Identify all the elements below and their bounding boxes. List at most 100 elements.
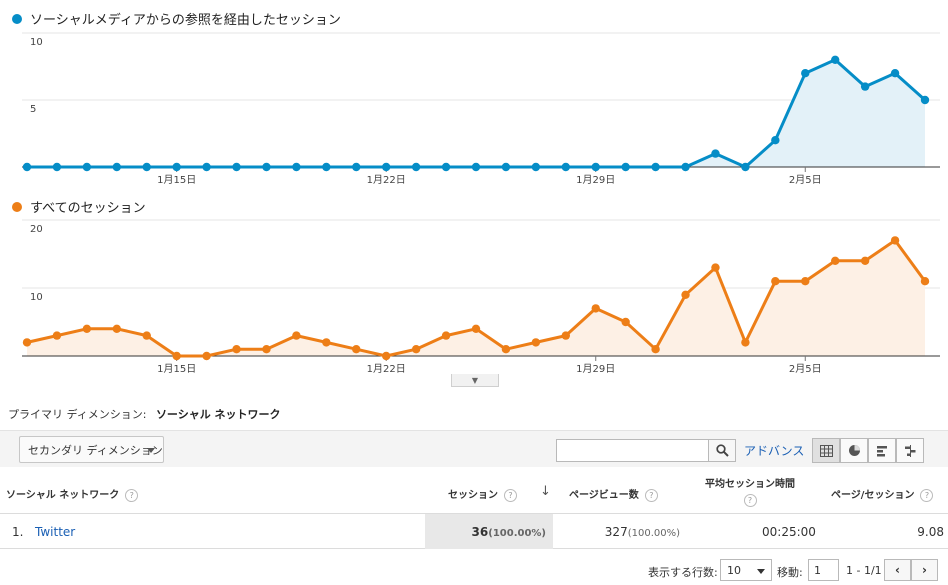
social-data-point	[561, 162, 570, 172]
caret-down-icon	[757, 569, 765, 574]
column-header-network[interactable]: ソーシャル ネットワーク?	[6, 486, 139, 502]
social-data-point	[681, 162, 690, 172]
bar-chart-icon	[876, 445, 887, 456]
x-tick-label: 2月5日	[789, 363, 822, 375]
all-data-point	[681, 290, 690, 299]
goto-page-input[interactable]: 1	[808, 559, 839, 581]
goto-page-value: 1	[814, 563, 821, 577]
column-header-pageviews[interactable]: ページビュー数?	[569, 486, 658, 502]
social-data-point	[382, 162, 391, 172]
comparison-view-button[interactable]	[896, 438, 924, 463]
primary-dimension-label: プライマリ ディメンション:	[8, 408, 147, 421]
help-icon[interactable]: ?	[504, 488, 517, 502]
x-tick-label: 1月15日	[157, 363, 196, 375]
table-row: 1. Twitter 36(100.00%) 327(100.00%) 00:2…	[0, 514, 948, 549]
table-view-button[interactable]	[812, 438, 840, 463]
all-data-point	[651, 345, 660, 354]
column-header-sessions[interactable]: セッション?	[448, 486, 517, 502]
column-header-pages-per-session[interactable]: ページ/セッション?	[831, 486, 934, 502]
all-data-point	[142, 331, 151, 340]
row-sessions-pct: (100.00%)	[488, 528, 546, 539]
social-data-point	[232, 162, 241, 172]
column-header-network-label: ソーシャル ネットワーク	[6, 490, 120, 501]
table-toolbar: セカンダリ ディメンション アドバンス	[0, 430, 948, 467]
social-data-point	[292, 162, 301, 172]
social-data-point	[860, 82, 870, 91]
all-data-point	[232, 345, 241, 354]
social-data-point	[112, 162, 122, 172]
social-data-point	[711, 149, 720, 158]
all-data-point	[860, 256, 870, 265]
help-icon[interactable]: ?	[125, 488, 139, 502]
column-header-pages-per-session-label: ページ/セッション	[831, 490, 915, 501]
help-icon[interactable]: ?	[920, 488, 934, 502]
primary-dimension-value[interactable]: ソーシャル ネットワーク	[155, 408, 281, 421]
social-legend[interactable]: ソーシャルメディアからの参照を経由したセッション	[12, 9, 341, 28]
sort-descending-icon: ↓	[540, 484, 551, 499]
performance-view-button[interactable]	[868, 438, 896, 463]
rows-per-page-select[interactable]: 10	[720, 559, 772, 581]
all-data-point	[352, 345, 361, 354]
grid-icon	[819, 444, 833, 457]
social-legend-dot	[12, 13, 22, 24]
pie-chart-icon	[848, 445, 860, 456]
chevron-right-icon: ›	[922, 563, 927, 577]
chart-collapse-toggle[interactable]: ▼	[451, 374, 499, 387]
row-sessions: 36(100.00%)	[472, 525, 546, 539]
social-data-point	[322, 162, 331, 172]
social-data-point	[890, 69, 900, 78]
social-data-point	[920, 95, 930, 105]
table-header: ソーシャル ネットワーク? セッション? ↓ ページビュー数? 平均セッション時…	[0, 467, 948, 514]
social-data-point	[651, 162, 660, 172]
all-data-point	[591, 304, 600, 313]
x-tick-label: 1月29日	[576, 363, 615, 375]
row-pageviews-value: 327	[604, 525, 628, 539]
y-tick-label: 5	[30, 104, 36, 115]
comparison-icon	[904, 444, 915, 457]
social-legend-label: ソーシャルメディアからの参照を経由したセッション	[30, 13, 341, 28]
y-tick-label: 10	[30, 292, 43, 303]
all-data-point	[890, 236, 900, 245]
help-icon[interactable]: ?	[644, 488, 658, 502]
next-page-button[interactable]: ›	[911, 559, 938, 581]
x-tick-label: 2月5日	[789, 174, 822, 186]
social-data-point	[52, 162, 62, 172]
prev-page-button[interactable]: ‹	[884, 559, 911, 581]
rows-per-page-label: 表示する行数:	[648, 566, 718, 579]
help-icon[interactable]: ?	[743, 494, 757, 507]
pie-view-button[interactable]	[840, 438, 868, 463]
row-network-link[interactable]: Twitter	[35, 525, 76, 539]
secondary-dimension-dropdown[interactable]: セカンダリ ディメンション	[19, 436, 164, 463]
all-data-point	[82, 324, 92, 333]
social-data-point	[591, 162, 600, 172]
social-area	[27, 59, 925, 167]
all-data-point	[441, 331, 451, 340]
all-area	[27, 240, 925, 356]
social-data-point	[441, 162, 451, 172]
all-data-point	[831, 256, 840, 265]
all-sessions-chart: すべてのセッション 20 10 1月15日 1月22日 1月29日 2月5日	[0, 190, 948, 375]
goto-label: 移動:	[777, 566, 803, 579]
all-data-point	[202, 351, 211, 361]
social-data-point	[801, 69, 810, 78]
social-sessions-chart: ソーシャルメディアからの参照を経由したセッション 10 5 1月15日 1月22日 1月…	[0, 0, 948, 190]
column-header-avg-duration[interactable]: 平均セッション時間 ?	[700, 475, 800, 507]
all-data-point	[411, 345, 421, 354]
search-button[interactable]	[709, 439, 736, 462]
social-data-point	[142, 162, 151, 172]
all-legend-dot	[12, 201, 22, 212]
social-data-point	[831, 55, 840, 64]
all-data-point	[771, 277, 780, 286]
sessions-cell-highlight	[425, 514, 553, 549]
chevron-down-icon: ▼	[471, 375, 479, 385]
all-legend-label: すべてのセッション	[30, 201, 146, 216]
social-data-point	[22, 162, 32, 172]
advanced-filter-link[interactable]: アドバンス	[744, 444, 805, 458]
all-legend[interactable]: すべてのセッション	[12, 197, 146, 216]
social-data-point	[82, 162, 92, 172]
search-icon	[715, 444, 729, 457]
table-search-input[interactable]	[556, 439, 709, 462]
x-tick-label: 1月29日	[576, 174, 615, 186]
row-avg-duration: 00:25:00	[762, 525, 816, 539]
primary-dimension: プライマリ ディメンション: ソーシャル ネットワーク	[8, 406, 281, 422]
